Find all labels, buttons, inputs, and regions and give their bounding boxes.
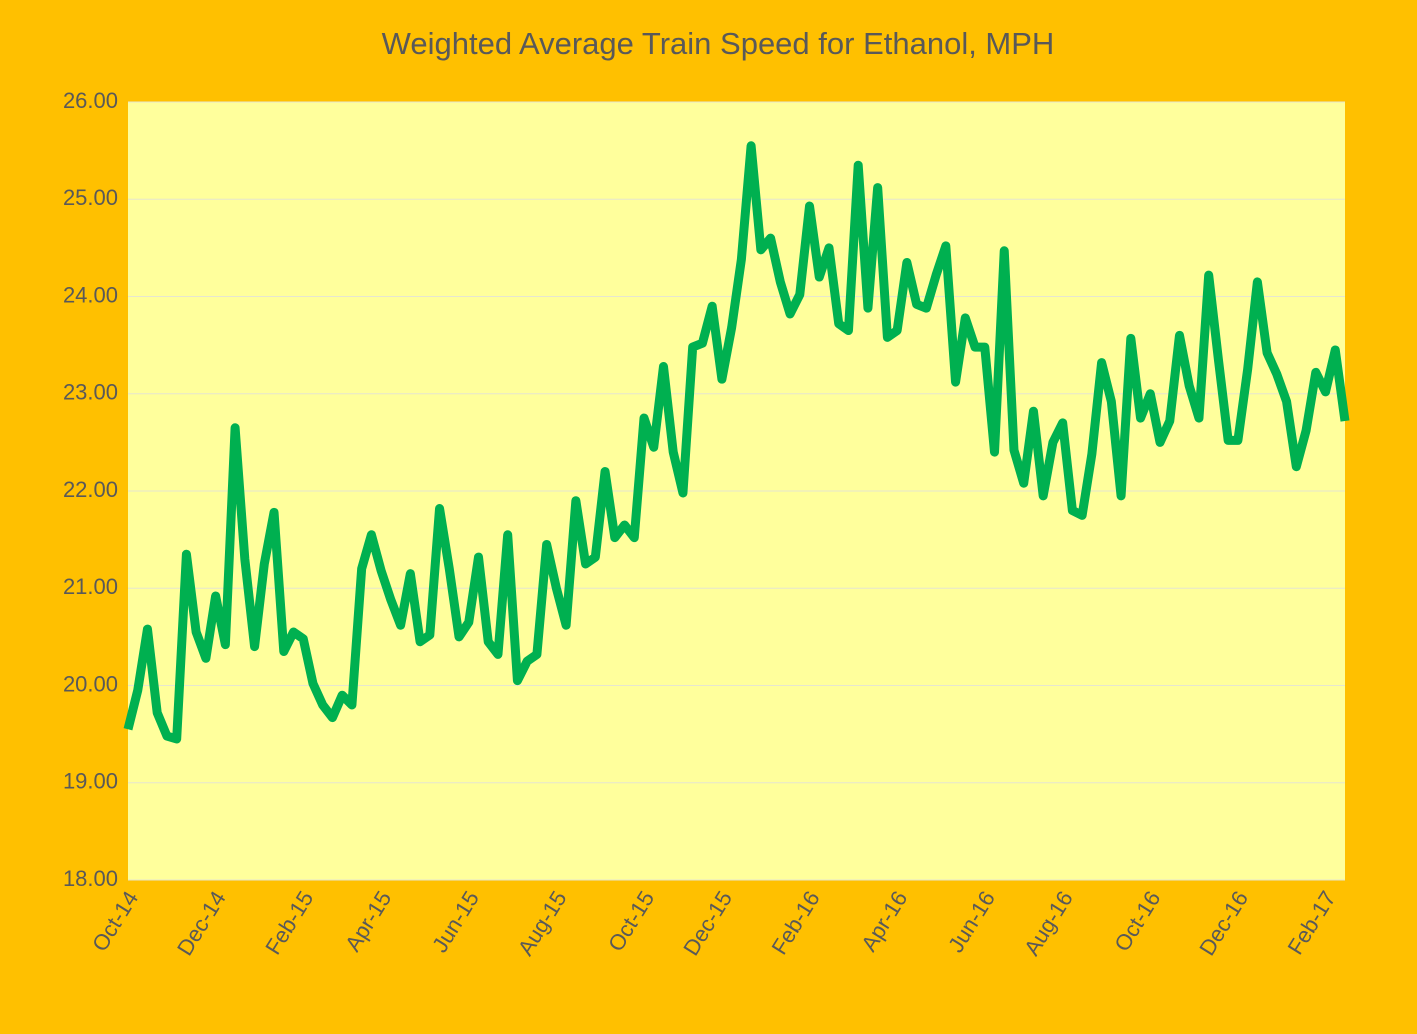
y-tick-label: 21.00 <box>63 574 118 599</box>
y-tick-label: 26.00 <box>63 88 118 113</box>
y-tick-label: 23.00 <box>63 380 118 405</box>
data-line <box>123 141 1350 744</box>
y-tick-label: 25.00 <box>63 185 118 210</box>
y-tick-label: 19.00 <box>63 769 118 794</box>
y-tick-label: 24.00 <box>63 282 118 307</box>
y-tick-label: 18.00 <box>63 866 118 891</box>
chart-title: Weighted Average Train Speed for Ethanol… <box>382 26 1055 61</box>
y-tick-label: 22.00 <box>63 477 118 502</box>
y-tick-label: 20.00 <box>63 671 118 696</box>
